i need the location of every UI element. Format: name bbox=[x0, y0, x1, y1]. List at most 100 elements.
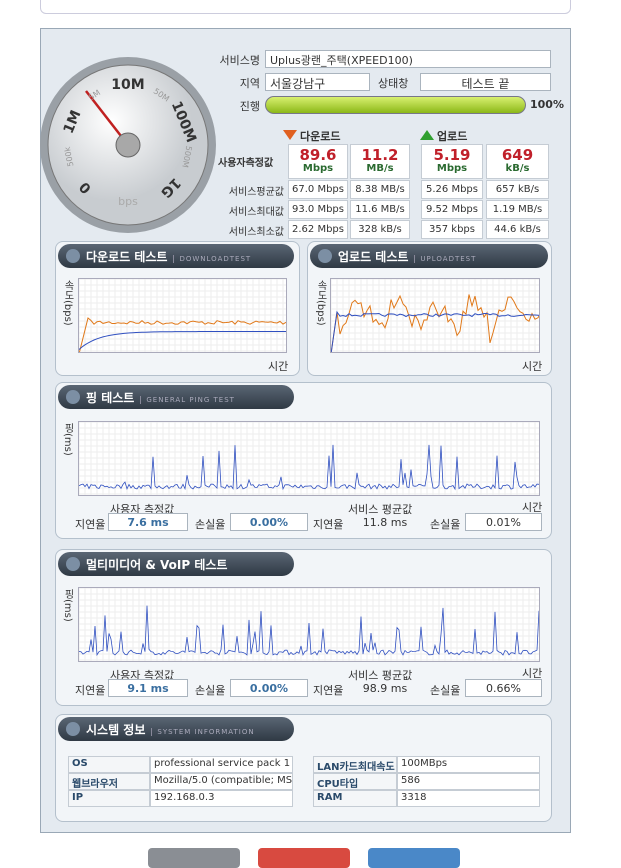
stat-group-label: 서비스 평균값 bbox=[348, 503, 413, 516]
system-cell: 3318 bbox=[397, 790, 540, 807]
gauge-unit: bps bbox=[118, 195, 138, 208]
stat-group-label: 사용자 측정값 bbox=[110, 669, 175, 682]
label: 상태창 bbox=[378, 77, 409, 90]
stat-label: 손실율 bbox=[195, 518, 226, 531]
button[interactable] bbox=[368, 848, 460, 868]
trace bbox=[331, 294, 539, 352]
progress-bar bbox=[265, 96, 526, 114]
stat-group-label: 사용자 측정값 bbox=[110, 503, 175, 516]
gauge-label: 10M bbox=[111, 77, 144, 93]
row-label: 사용자측정값 bbox=[218, 158, 274, 169]
system-cell: CPU타입 bbox=[313, 773, 397, 790]
stat-value: 7.6 ms bbox=[108, 513, 188, 531]
label: 지역 bbox=[239, 77, 260, 90]
section-subtitle: GENERAL PING TEST bbox=[140, 396, 235, 404]
result-value: 5.19 bbox=[433, 146, 471, 164]
result-cell: 657 kB/s bbox=[486, 180, 549, 199]
row-label: 서비스최소값 bbox=[228, 227, 284, 238]
top-box bbox=[40, 0, 571, 14]
section-subtitle: DOWNLOADTEST bbox=[173, 255, 252, 263]
label: 진행 bbox=[239, 100, 260, 113]
down-icon bbox=[283, 130, 297, 140]
stat-label: 손실율 bbox=[430, 518, 461, 531]
result-value: 649 bbox=[501, 146, 534, 164]
stat-value: 98.9 ms bbox=[362, 682, 408, 695]
result-cell: 9.52 Mbps bbox=[421, 200, 483, 219]
field: 테스트 끝 bbox=[420, 73, 551, 91]
section-title: 시스템 정보 bbox=[86, 723, 146, 737]
stat-label: 지연율 bbox=[75, 684, 106, 697]
stat-label: 손실율 bbox=[195, 684, 226, 697]
button[interactable] bbox=[258, 848, 350, 868]
trace bbox=[79, 317, 286, 352]
system-cell: 100MBps bbox=[397, 756, 540, 773]
section-header: 업로드 테스트 UPLOADTEST bbox=[310, 244, 548, 268]
system-cell: 586 bbox=[397, 773, 540, 790]
system-cell: RAM bbox=[313, 790, 397, 807]
result-cell: 5.19 Mbps bbox=[421, 144, 483, 179]
stat-value: 11.8 ms bbox=[362, 516, 408, 529]
y-axis-label: 핑(ms) bbox=[62, 423, 73, 456]
x-axis-label: 시간 bbox=[522, 501, 543, 514]
stat-value: 9.1 ms bbox=[108, 679, 188, 697]
result-cell: 1.19 MB/s bbox=[486, 200, 549, 219]
result-cell: 11.2 MB/s bbox=[350, 144, 410, 179]
result-value: 11.2 bbox=[361, 146, 399, 164]
stat-group-label: 서비스 평균값 bbox=[348, 669, 413, 682]
system-cell: IP bbox=[68, 790, 150, 807]
result-cell: 44.6 kB/s bbox=[486, 220, 549, 239]
result-cell: 328 kB/s bbox=[350, 220, 410, 239]
result-cell: 11.6 MB/s bbox=[350, 200, 410, 219]
progress-text: 100% bbox=[530, 98, 564, 111]
label: 서비스명 bbox=[219, 54, 260, 67]
graph bbox=[78, 587, 540, 662]
gauge-label: 500k bbox=[63, 146, 76, 168]
result-cell: 649 kB/s bbox=[486, 144, 549, 179]
graph bbox=[78, 278, 287, 353]
section-header: 핑 테스트 GENERAL PING TEST bbox=[58, 385, 294, 409]
system-cell: LAN카드최대속도 bbox=[313, 756, 397, 773]
stat-label: 지연율 bbox=[313, 518, 344, 531]
x-axis-label: 시간 bbox=[522, 360, 543, 373]
stat-label: 손실율 bbox=[430, 684, 461, 697]
y-axis-label: 핑(ms) bbox=[62, 589, 73, 622]
stat-label: 지연율 bbox=[75, 518, 106, 531]
column-header: 다운로드 bbox=[300, 130, 341, 143]
graph bbox=[78, 421, 540, 496]
stat-value: 0.66% bbox=[465, 679, 542, 697]
result-unit: Mbps bbox=[302, 163, 334, 174]
result-cell: 89.6 Mbps bbox=[288, 144, 348, 179]
section-header: 멀티미디어 & VoIP 테스트 bbox=[58, 552, 294, 576]
button[interactable] bbox=[148, 848, 240, 868]
result-unit: MB/s bbox=[366, 163, 394, 174]
section-title: 멀티미디어 & VoIP 테스트 bbox=[86, 558, 228, 572]
system-cell: 웹브라우저 bbox=[68, 773, 150, 790]
row-label: 서비스평균값 bbox=[228, 187, 284, 198]
stat-value: 0.00% bbox=[230, 513, 308, 531]
section-title: 업로드 테스트 bbox=[338, 250, 409, 264]
gauge-label: 500M bbox=[180, 145, 193, 169]
section-header: 다운로드 테스트 DOWNLOADTEST bbox=[58, 244, 294, 268]
system-cell: 192.168.0.3 bbox=[150, 790, 293, 807]
row-label: 서비스최대값 bbox=[228, 207, 284, 218]
x-axis-label: 시간 bbox=[522, 667, 543, 680]
result-cell: 8.38 MB/s bbox=[350, 180, 410, 199]
result-cell: 2.62 Mbps bbox=[288, 220, 348, 239]
section-subtitle: SYSTEM INFORMATION bbox=[151, 728, 255, 736]
stat-value: 0.01% bbox=[465, 513, 542, 531]
result-cell: 67.0 Mbps bbox=[288, 180, 348, 199]
y-axis-label: 속도(bps) bbox=[62, 280, 73, 326]
system-cell: OS bbox=[68, 756, 150, 773]
result-value: 89.6 bbox=[299, 146, 337, 164]
result-unit: Mbps bbox=[436, 163, 468, 174]
result-cell: 93.0 Mbps bbox=[288, 200, 348, 219]
system-cell: professional service pack 1 ( bbox=[150, 756, 293, 773]
result-unit: kB/s bbox=[505, 163, 530, 174]
graph bbox=[330, 278, 540, 353]
section-subtitle: UPLOADTEST bbox=[414, 255, 477, 263]
y-axis-label: 속도(bps) bbox=[315, 280, 326, 326]
field: Uplus광랜_주택(XPEED100) bbox=[265, 50, 551, 68]
